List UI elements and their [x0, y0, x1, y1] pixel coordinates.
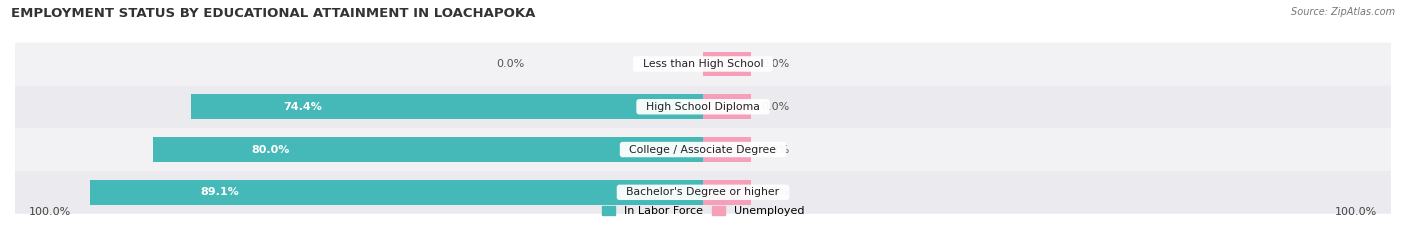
Text: 0.0%: 0.0%	[762, 144, 790, 154]
Text: High School Diploma: High School Diploma	[640, 102, 766, 112]
Bar	[191, 94, 703, 119]
Text: 100.0%: 100.0%	[28, 207, 72, 217]
Bar	[703, 180, 751, 205]
Bar	[153, 137, 703, 162]
Legend: In Labor Force, Unemployed: In Labor Force, Unemployed	[602, 206, 804, 216]
Text: 0.0%: 0.0%	[496, 59, 524, 69]
Text: 0.0%: 0.0%	[762, 187, 790, 197]
Bar	[90, 180, 703, 205]
Bar	[703, 51, 751, 76]
Text: 74.4%: 74.4%	[283, 102, 322, 112]
Text: College / Associate Degree: College / Associate Degree	[623, 144, 783, 154]
Text: Bachelor's Degree or higher: Bachelor's Degree or higher	[620, 187, 786, 197]
Bar	[703, 137, 751, 162]
FancyBboxPatch shape	[15, 43, 1391, 85]
Text: 0.0%: 0.0%	[762, 59, 790, 69]
FancyBboxPatch shape	[15, 128, 1391, 171]
Text: EMPLOYMENT STATUS BY EDUCATIONAL ATTAINMENT IN LOACHAPOKA: EMPLOYMENT STATUS BY EDUCATIONAL ATTAINM…	[11, 7, 536, 20]
Text: Less than High School: Less than High School	[636, 59, 770, 69]
FancyBboxPatch shape	[15, 171, 1391, 214]
FancyBboxPatch shape	[15, 85, 1391, 128]
Text: Source: ZipAtlas.com: Source: ZipAtlas.com	[1291, 7, 1395, 17]
Text: 0.0%: 0.0%	[762, 102, 790, 112]
Bar	[703, 94, 751, 119]
Text: 100.0%: 100.0%	[1334, 207, 1378, 217]
Text: 80.0%: 80.0%	[252, 144, 290, 154]
Text: 89.1%: 89.1%	[200, 187, 239, 197]
